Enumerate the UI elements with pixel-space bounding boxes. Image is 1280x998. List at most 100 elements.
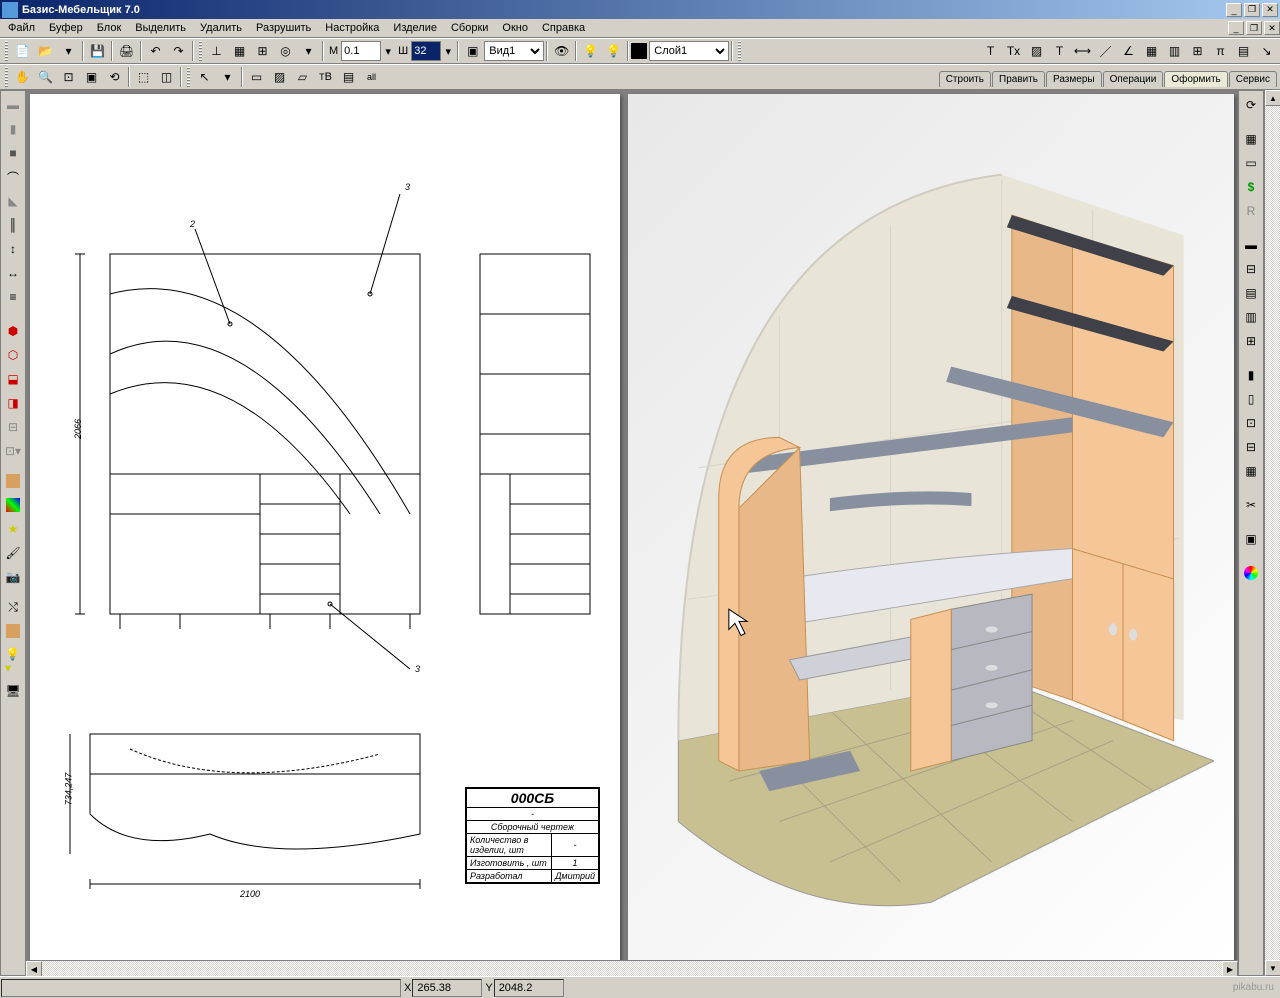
menu-window[interactable]: Окно (495, 20, 535, 36)
sel-rect-button[interactable]: ▭ (245, 66, 268, 88)
open-button[interactable]: 📂 (34, 40, 57, 62)
leader-button[interactable]: ↘ (1255, 40, 1278, 62)
scale-input[interactable] (341, 41, 381, 61)
close-button[interactable]: ✕ (1262, 3, 1278, 17)
sel-layer-button[interactable]: ▤ (337, 66, 360, 88)
r-spec5-button[interactable]: ▦ (1240, 460, 1262, 482)
sel-all-button[interactable]: all (360, 66, 383, 88)
dim-v-button[interactable]: ↕ (2, 238, 24, 260)
box-red2-button[interactable]: ⬡ (2, 344, 24, 366)
sel-cross-button[interactable]: ▨ (268, 66, 291, 88)
star-button[interactable]: ★ (2, 518, 24, 540)
camera-button[interactable]: 📷 (2, 566, 24, 588)
r-card-button[interactable]: ▭ (1240, 152, 1262, 174)
snap-button[interactable]: ⊥ (205, 40, 228, 62)
r-tool1-button[interactable]: ▬ (1240, 234, 1262, 256)
r-calc-button[interactable]: ▦ (1240, 128, 1262, 150)
r-dollar-button[interactable]: $ (1240, 176, 1262, 198)
hatch-button[interactable]: ▨ (1025, 40, 1048, 62)
undo-button[interactable]: ↶ (144, 40, 167, 62)
new-button[interactable]: 📄 (11, 40, 34, 62)
text-tx-button[interactable]: Tx (1002, 40, 1025, 62)
scroll-up-button[interactable]: ▲ (1265, 90, 1280, 106)
menu-destroy[interactable]: Разрушить (249, 20, 318, 36)
osnap-button[interactable]: ◎ (274, 40, 297, 62)
tab-format[interactable]: Оформить (1164, 71, 1227, 87)
texture-button[interactable] (2, 620, 24, 642)
open-dropdown[interactable]: ▾ (57, 40, 80, 62)
grid-button[interactable]: ▦ (228, 40, 251, 62)
text-t2-button[interactable]: T (1048, 40, 1071, 62)
zoom-button[interactable]: 🔍 (34, 66, 57, 88)
symbol-button[interactable]: π (1209, 40, 1232, 62)
menu-assemblies[interactable]: Сборки (444, 20, 495, 36)
r-spec2-button[interactable]: ▯ (1240, 388, 1262, 410)
width-dropdown[interactable]: ▾ (441, 40, 455, 62)
render-view[interactable] (628, 94, 1234, 964)
tab-build[interactable]: Строить (939, 71, 991, 87)
width-input[interactable] (411, 41, 441, 61)
panel-front-button[interactable]: ■ (2, 142, 24, 164)
scroll-down-button[interactable]: ▼ (1265, 960, 1280, 976)
r-tool3-button[interactable]: ▤ (1240, 282, 1262, 304)
scale-dropdown[interactable]: ▾ (381, 40, 395, 62)
layer-visible-button[interactable]: 👁 (550, 40, 573, 62)
ortho-button[interactable]: ⊞ (251, 40, 274, 62)
menu-file[interactable]: Файл (1, 20, 42, 36)
shape3d-button[interactable]: ◣ (2, 190, 24, 212)
menu-help[interactable]: Справка (535, 20, 592, 36)
text-select-button[interactable]: ТВ (314, 66, 337, 88)
maximize-button[interactable]: ❐ (1244, 3, 1260, 17)
save-button[interactable]: 💾 (86, 40, 109, 62)
tab-ops[interactable]: Операции (1103, 71, 1164, 87)
sel-close-button[interactable]: ◫ (155, 66, 178, 88)
drawing-view[interactable]: 2066 734,247 2100 2 3 3 000СБ - Сборочны… (30, 94, 620, 964)
box-drawer2-button[interactable]: ⊡▾ (2, 440, 24, 462)
r-spec3-button[interactable]: ⊡ (1240, 412, 1262, 434)
menu-buffer[interactable]: Буфер (42, 20, 90, 36)
r-tool2-button[interactable]: ⊟ (1240, 258, 1262, 280)
zoom-prev-button[interactable]: ⟲ (103, 66, 126, 88)
axis-button[interactable]: ⤭ (2, 596, 24, 618)
table2-button[interactable]: ▥ (1163, 40, 1186, 62)
bulb-off-button[interactable]: 💡 (602, 40, 625, 62)
sel-open-button[interactable]: ⬚ (132, 66, 155, 88)
redo-button[interactable]: ↷ (167, 40, 190, 62)
sel-poly-button[interactable]: ▱ (291, 66, 314, 88)
dim-line-button[interactable]: ／ (1094, 40, 1117, 62)
menu-block[interactable]: Блок (90, 20, 129, 36)
osnap-dropdown[interactable]: ▾ (297, 40, 320, 62)
zoom-window-button[interactable]: ⊡ (57, 66, 80, 88)
tab-dims[interactable]: Размеры (1046, 71, 1102, 87)
r-report-button[interactable]: R (1240, 200, 1262, 222)
tab-service[interactable]: Сервис (1229, 71, 1277, 87)
curve-button[interactable]: ⌒ (2, 166, 24, 188)
vertical-scrollbar[interactable]: ▲ ▼ (1264, 90, 1280, 976)
layer-select[interactable]: Слой1 (649, 41, 729, 61)
menu-product[interactable]: Изделие (386, 20, 444, 36)
table3-button[interactable]: ⊞ (1186, 40, 1209, 62)
edge-button[interactable]: ≡ (2, 286, 24, 308)
menu-settings[interactable]: Настройка (318, 20, 386, 36)
r-spec1-button[interactable]: ▮ (1240, 364, 1262, 386)
view-button[interactable]: ▣ (461, 40, 484, 62)
pointer-dropdown[interactable]: ▾ (216, 66, 239, 88)
brush-button[interactable]: 🖌 (2, 542, 24, 564)
box-shelf-button[interactable]: ⬓ (2, 368, 24, 390)
box-door-button[interactable]: ◨ (2, 392, 24, 414)
r-cut-button[interactable]: ✂ (1240, 494, 1262, 516)
bulb-button[interactable]: 💡▾ (2, 650, 24, 672)
box-red-button[interactable]: ⬢ (2, 320, 24, 342)
panel-horiz-button[interactable]: ▬ (2, 94, 24, 116)
minimize-button[interactable]: _ (1226, 3, 1242, 17)
r-window-button[interactable]: ▣ (1240, 528, 1262, 550)
material-color-button[interactable] (2, 494, 24, 516)
monitor-button[interactable]: 🖥 (2, 680, 24, 702)
panel-vert-button[interactable]: ▮ (2, 118, 24, 140)
r-tool4-button[interactable]: ▥ (1240, 306, 1262, 328)
scroll-right-button[interactable]: ▶ (1222, 961, 1238, 977)
view-select[interactable]: Вид1 (484, 41, 544, 61)
table-button[interactable]: ▦ (1140, 40, 1163, 62)
tab-edit[interactable]: Править (992, 71, 1045, 87)
menu-delete[interactable]: Удалить (193, 20, 249, 36)
